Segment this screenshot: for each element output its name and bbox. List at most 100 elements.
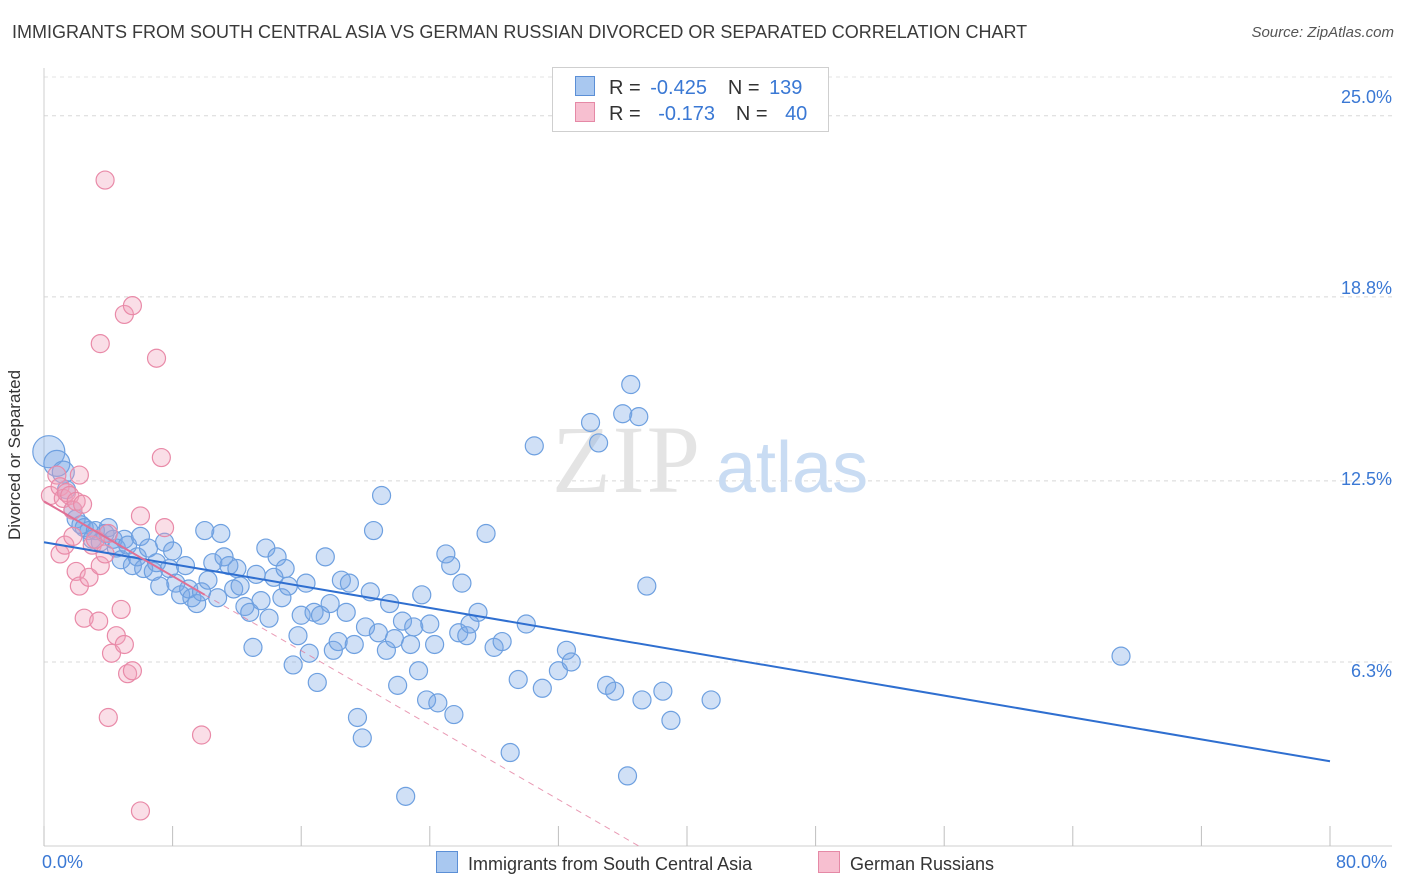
bottom-legend-label: Immigrants from South Central Asia — [468, 854, 753, 874]
point-south-central-asia — [524, 436, 544, 456]
point-german-russian — [74, 608, 94, 628]
point-south-central-asia — [500, 742, 520, 763]
point-south-central-asia — [251, 591, 271, 611]
point-german-russian — [130, 801, 151, 821]
point-south-central-asia — [368, 623, 388, 643]
point-south-central-asia — [328, 631, 348, 652]
point-south-central-asia — [32, 435, 66, 469]
point-south-central-asia — [588, 433, 609, 453]
point-german-russian — [89, 611, 109, 631]
point-south-central-asia — [580, 412, 601, 433]
point-german-russian — [154, 518, 175, 538]
point-south-central-asia — [420, 614, 440, 634]
y-tick-label: 6.3% — [1350, 661, 1392, 681]
point-german-russian — [122, 296, 143, 316]
watermark: ZIP atlas — [552, 406, 868, 513]
point-south-central-asia — [246, 564, 266, 584]
legend-r-label: R = — [609, 103, 641, 125]
axes — [43, 68, 1392, 847]
x-tick-label: 0.0% — [42, 852, 84, 872]
legend-row-south-central-asia: R = -0.425 N = 139 — [575, 76, 802, 102]
point-german-russian — [130, 506, 151, 526]
point-south-central-asia — [428, 693, 448, 713]
point-south-central-asia — [195, 520, 215, 541]
point-german-russian — [63, 526, 83, 547]
point-south-central-asia — [198, 570, 218, 590]
point-german-russian — [111, 599, 131, 620]
point-south-central-asia — [352, 728, 372, 748]
point-south-central-asia — [396, 786, 416, 806]
point-south-central-asia — [278, 576, 298, 596]
point-south-central-asia — [347, 707, 368, 728]
point-south-central-asia — [150, 576, 170, 596]
point-south-central-asia — [441, 556, 461, 576]
point-south-central-asia — [605, 681, 625, 701]
legend-row-german-russians: R = -0.173 N = 40 — [575, 102, 807, 128]
point-south-central-asia — [163, 541, 183, 561]
y-tick-label: 25.0% — [1340, 87, 1392, 107]
point-south-central-asia — [400, 634, 421, 655]
point-south-central-asia — [621, 374, 641, 395]
watermark-zip: ZIP — [552, 406, 702, 513]
point-south-central-asia — [371, 485, 392, 506]
point-south-central-asia — [457, 626, 477, 646]
point-south-central-asia — [336, 602, 356, 622]
legend-swatch-pink — [818, 851, 840, 873]
point-german-russian — [114, 634, 134, 655]
y-tick-label: 12.5% — [1340, 469, 1392, 489]
legend-swatch-blue — [436, 851, 458, 873]
trend-line-german-russians — [43, 500, 206, 596]
grid — [44, 76, 1392, 663]
point-south-central-asia — [617, 766, 638, 786]
point-south-central-asia — [653, 681, 673, 701]
point-south-central-asia — [211, 523, 231, 544]
point-south-central-asia — [444, 704, 464, 725]
point-south-central-asia — [259, 608, 279, 628]
point-south-central-asia — [98, 518, 118, 538]
legend-n-label: N = — [727, 77, 760, 99]
point-south-central-asia — [187, 593, 207, 614]
point-german-russian — [151, 447, 171, 468]
point-german-russian — [69, 465, 89, 485]
point-south-central-asia — [363, 520, 384, 541]
point-south-central-asia — [380, 593, 400, 614]
point-south-central-asia — [307, 672, 327, 693]
point-south-central-asia — [392, 611, 413, 631]
point-south-central-asia — [556, 640, 577, 660]
point-south-central-asia — [296, 573, 316, 593]
point-german-russian — [191, 725, 212, 745]
point-german-russian — [90, 556, 110, 576]
point-south-central-asia — [388, 675, 408, 695]
point-south-central-asia — [476, 523, 496, 544]
trend-lines — [43, 500, 1331, 847]
point-south-central-asia — [384, 629, 405, 649]
point-german-russian — [122, 661, 143, 681]
point-south-central-asia — [508, 669, 528, 690]
point-south-central-asia — [404, 617, 424, 637]
point-south-central-asia — [1111, 646, 1131, 666]
point-south-central-asia — [288, 626, 308, 646]
point-south-central-asia — [243, 637, 263, 657]
point-south-central-asia — [283, 655, 303, 675]
bottom-legend-label: German Russians — [850, 854, 995, 874]
point-south-central-asia — [701, 690, 721, 710]
watermark-atlas: atlas — [716, 428, 868, 508]
point-german-russian — [47, 465, 67, 485]
point-south-central-asia — [275, 558, 295, 579]
point-south-central-asia — [416, 690, 437, 710]
point-german-russian — [95, 170, 115, 190]
data-points — [32, 170, 1131, 821]
point-south-central-asia — [240, 602, 260, 622]
legend-r-value: -0.173 — [658, 103, 715, 125]
point-south-central-asia — [323, 640, 343, 660]
legend-r-label: R = — [609, 77, 641, 99]
point-south-central-asia — [299, 643, 319, 663]
x-tick-label: 80.0% — [1336, 852, 1388, 872]
bottom-legend-south-central-asia: Immigrants from South Central Asia — [436, 851, 752, 877]
point-german-russian — [98, 707, 118, 728]
legend-n-value: 139 — [769, 77, 803, 99]
legend: R = -0.425 N = 139 R = -0.173 N = 40 — [552, 67, 829, 132]
point-south-central-asia — [436, 544, 456, 564]
source-label: Source: ZipAtlas.com — [1251, 24, 1394, 41]
